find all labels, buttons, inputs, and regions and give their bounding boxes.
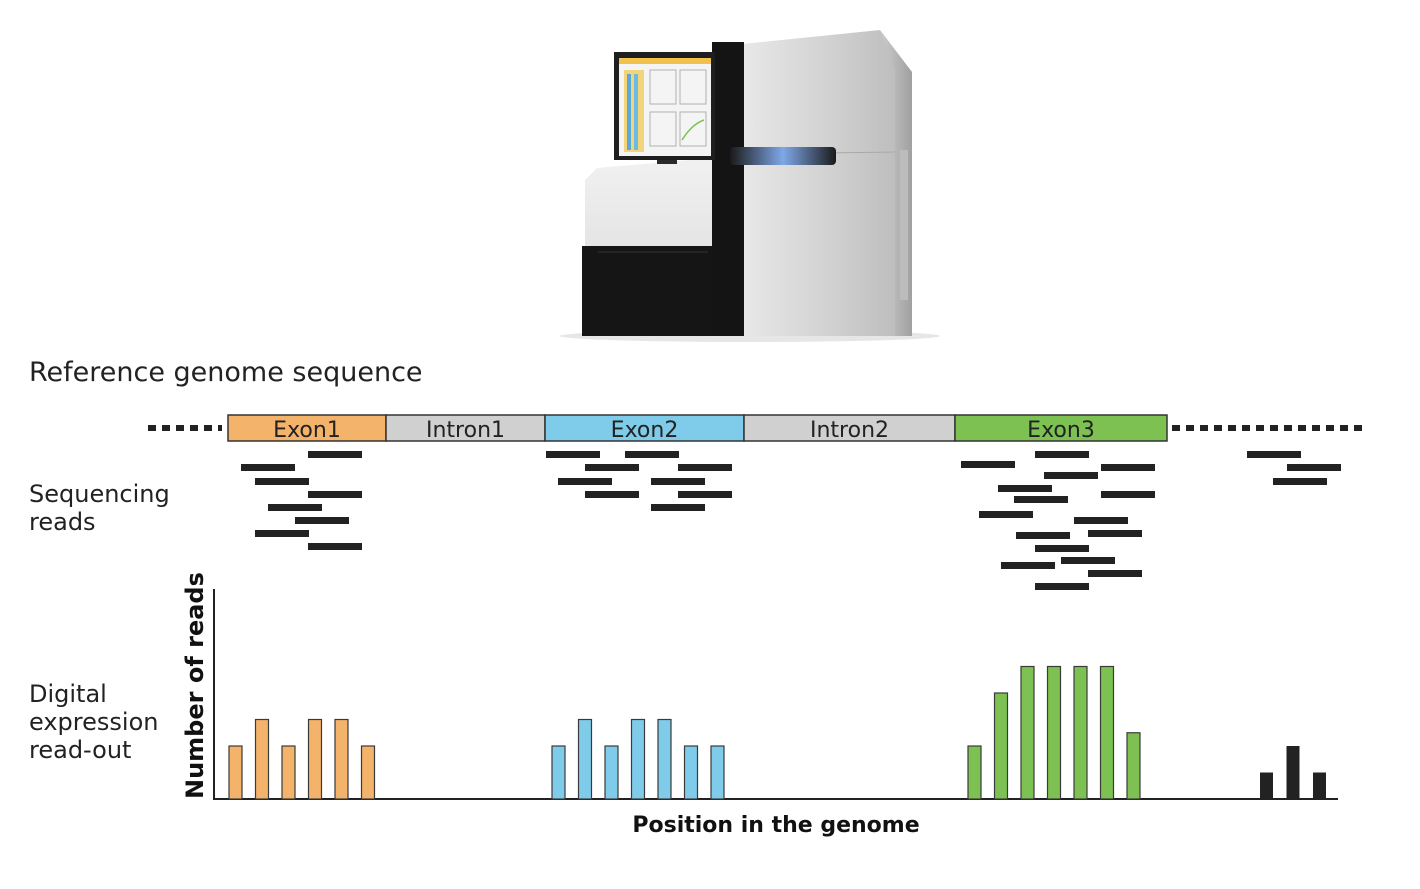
sequencing-read [585, 464, 639, 471]
sequencing-read [585, 491, 639, 498]
genome-reference-bar: Exon1 Intron1 Exon2 Intron2 Exon3 [148, 414, 1362, 443]
sequencing-read [268, 504, 322, 511]
sequencing-read [546, 451, 600, 458]
sequencing-read [558, 478, 612, 485]
sequencing-read [961, 461, 1015, 468]
genome-segment-exon3 [954, 414, 1168, 442]
sequencing-read [1273, 478, 1327, 485]
sequencing-reads-label: Sequencing reads [29, 480, 170, 536]
sequencing-read [1001, 562, 1055, 569]
sequencing-read [998, 485, 1052, 492]
genome-segment-exon2 [544, 414, 745, 442]
sequencing-reads-label-line2: reads [29, 508, 96, 536]
sequencing-read [1035, 451, 1089, 458]
expression-bar [1260, 772, 1273, 799]
sequencing-read [241, 464, 295, 471]
sequencing-read [255, 478, 309, 485]
sequencing-read [1101, 491, 1155, 498]
digital-readout-label: Digital expression read-out [29, 680, 158, 764]
sequencing-read [308, 451, 362, 458]
sequencing-reads-label-line1: Sequencing [29, 480, 170, 508]
sequencing-read [1287, 464, 1341, 471]
y-axis-title: Number of reads [181, 572, 209, 799]
expression-bar [1073, 665, 1088, 800]
sequencing-read [1074, 517, 1128, 524]
sequencing-read [1014, 496, 1068, 503]
sequencing-read [295, 517, 349, 524]
expression-bar [1046, 665, 1062, 800]
sequencing-read [979, 511, 1033, 518]
sequencing-read [255, 530, 309, 537]
expression-bar [1099, 665, 1115, 800]
genome-segment-label-exon1: Exon1 [273, 418, 341, 443]
sequencing-reads [241, 451, 1341, 590]
expression-bar [683, 745, 699, 800]
sequencing-read [651, 478, 705, 485]
genome-segment-label-exon3: Exon3 [1027, 418, 1095, 443]
expression-bar [993, 692, 1009, 800]
expression-bar [710, 745, 725, 800]
expression-bar [1286, 746, 1300, 799]
sequencing-read [1061, 557, 1115, 564]
expression-bar [630, 718, 646, 800]
expression-bar [551, 745, 566, 800]
sequencing-read [1088, 530, 1142, 537]
expression-bar [307, 718, 323, 800]
expression-bar [577, 718, 593, 800]
sequencing-read [678, 491, 732, 498]
sequencing-read [1035, 545, 1089, 552]
digital-readout-label-line2: expression [29, 708, 159, 736]
sequencing-read [1016, 532, 1070, 539]
reference-genome-title: Reference genome sequence [29, 357, 423, 388]
expression-bar [657, 718, 672, 800]
x-axis-title: Position in the genome [632, 813, 919, 838]
expression-bar [228, 745, 243, 800]
sequencing-read [1035, 583, 1089, 590]
sequencer-machine-icon [560, 30, 940, 342]
sequencing-read [1101, 464, 1155, 471]
expression-chart: Number of reads Position in the genome [181, 572, 1338, 838]
sequencing-read [1088, 570, 1142, 577]
sequencing-read [625, 451, 679, 458]
expression-bar [967, 745, 982, 800]
genome-segment-label-intron2: Intron2 [810, 418, 889, 443]
genome-segment-exon1 [227, 414, 387, 442]
expression-bar [1126, 732, 1141, 800]
sequencing-read [308, 543, 362, 550]
expression-bar [360, 745, 376, 800]
digital-readout-label-line1: Digital [29, 680, 107, 708]
sequencing-read [651, 504, 705, 511]
genome-segment-label-intron1: Intron1 [426, 418, 505, 443]
sequencing-read [1247, 451, 1301, 458]
expression-bar [1313, 772, 1326, 799]
expression-bar [334, 718, 349, 800]
genome-segment-label-exon2: Exon2 [611, 418, 679, 443]
expression-bar [1020, 665, 1035, 800]
digital-readout-label-line3: read-out [29, 736, 132, 764]
sequencing-read [308, 491, 362, 498]
sequencing-read [678, 464, 732, 471]
expression-bar [281, 745, 296, 800]
sequencing-read [1044, 472, 1098, 479]
expression-bar [604, 745, 619, 800]
expression-bar [254, 718, 270, 800]
genome-segment-intron1 [385, 414, 546, 442]
